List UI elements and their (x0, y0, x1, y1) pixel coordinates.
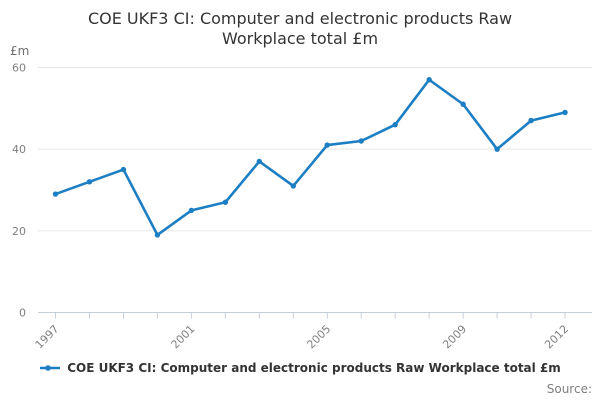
data-point[interactable] (86, 179, 93, 185)
data-point[interactable] (324, 142, 330, 148)
data-point[interactable] (222, 199, 229, 205)
data-point[interactable] (460, 101, 466, 107)
x-tick-label: 2001 (169, 322, 198, 351)
legend-item[interactable]: COE UKF3 CI: Computer and electronic pro… (39, 361, 561, 375)
data-point[interactable] (120, 166, 127, 173)
data-point[interactable] (52, 191, 59, 197)
x-tick-label: 1997 (33, 322, 62, 351)
series-line (54, 78, 567, 237)
data-point[interactable] (528, 117, 534, 124)
x-tick-label: 2009 (440, 322, 469, 351)
page-title-text: COE UKF3 CI: Computer and electronic pro… (87, 9, 513, 48)
y-tick-label: 60 (12, 62, 26, 75)
data-point[interactable] (358, 138, 364, 144)
legend: COE UKF3 CI: Computer and electronic pro… (0, 361, 600, 375)
data-point[interactable] (426, 77, 432, 83)
data-point[interactable] (494, 146, 500, 152)
source-note: Source: (546, 382, 592, 396)
data-point[interactable] (256, 158, 263, 165)
y-tick-label: 40 (12, 143, 26, 156)
data-point[interactable] (392, 121, 398, 128)
x-tick-label: 2005 (304, 322, 333, 351)
x-tick-label: 2012 (542, 322, 571, 351)
page-title: COE UKF3 CI: Computer and electronic pro… (0, 9, 600, 49)
legend-line-marker-icon (40, 365, 61, 371)
data-point[interactable] (290, 183, 296, 189)
plot-area: 0 20 40 60 1997 2001 2005 2009 2012 (12, 62, 592, 351)
y-axis-unit-label: £m (10, 44, 29, 58)
data-point[interactable] (188, 207, 195, 214)
legend-label: COE UKF3 CI: Computer and electronic pro… (67, 361, 561, 375)
data-point[interactable] (562, 109, 568, 116)
y-tick-label: 0 (19, 307, 26, 320)
data-point[interactable] (154, 232, 161, 238)
y-tick-label: 20 (12, 225, 26, 238)
